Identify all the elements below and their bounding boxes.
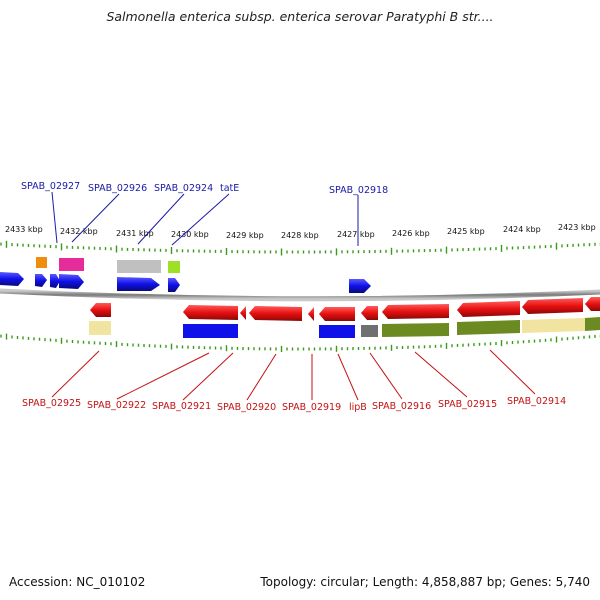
gene-label[interactable]: tatE	[220, 183, 239, 194]
leader-line	[182, 352, 234, 401]
leader-line	[369, 352, 403, 400]
gene-arrow[interactable]	[585, 297, 600, 311]
top-leader-lines	[51, 191, 359, 246]
leader-line	[116, 352, 210, 400]
scale-label: 2424 kbp	[503, 225, 541, 234]
gene-arrow[interactable]	[50, 274, 60, 288]
cog-box[interactable]	[522, 318, 585, 333]
cog-box[interactable]	[117, 260, 161, 273]
scale-label: 2432 kbp	[60, 227, 98, 236]
leader-line	[489, 349, 536, 395]
gene-label[interactable]: SPAB_02925	[22, 398, 81, 409]
gene-arrow[interactable]	[361, 306, 378, 320]
scale-label: 2428 kbp	[281, 231, 319, 240]
gene-label[interactable]: SPAB_02922	[87, 400, 146, 411]
plus-strand-genes	[0, 272, 371, 293]
scale-label: 2433 kbp	[5, 225, 43, 234]
cog-box[interactable]	[457, 320, 520, 335]
gene-label[interactable]: SPAB_02914	[507, 396, 566, 407]
scale-label: 2429 kbp	[226, 231, 264, 240]
scale-labels: 2433 kbp 2432 kbp 2431 kbp 2430 kbp 2429…	[5, 223, 596, 240]
genome-backbone	[0, 288, 600, 302]
gene-label[interactable]: SPAB_02919	[282, 402, 341, 413]
gene-label[interactable]: SPAB_02924	[154, 183, 213, 194]
scale-label: 2431 kbp	[116, 229, 154, 238]
gene-arrow[interactable]	[117, 277, 160, 291]
gene-arrow[interactable]	[349, 279, 371, 293]
leader-line	[337, 353, 359, 401]
gene-label[interactable]: SPAB_02927	[21, 181, 80, 192]
leader-line	[71, 193, 120, 243]
bottom-leader-lines	[51, 349, 536, 401]
gene-arrow[interactable]	[240, 306, 246, 320]
gene-arrow[interactable]	[90, 303, 111, 317]
leader-line	[414, 351, 468, 398]
cog-bottom-row	[89, 317, 600, 338]
leader-line	[171, 193, 230, 246]
cog-box[interactable]	[319, 325, 355, 338]
gene-label[interactable]: lipB	[349, 402, 367, 413]
cog-box[interactable]	[382, 323, 449, 337]
gene-label[interactable]: SPAB_02916	[372, 401, 431, 412]
scale-label: 2427 kbp	[337, 230, 375, 239]
gene-arrow[interactable]	[0, 272, 24, 286]
gene-label[interactable]: SPAB_02915	[438, 399, 497, 410]
scale-label: 2423 kbp	[558, 223, 596, 232]
cog-box[interactable]	[361, 325, 378, 337]
gene-arrow[interactable]	[522, 298, 583, 314]
gene-arrow[interactable]	[308, 307, 314, 321]
cog-box[interactable]	[183, 324, 238, 338]
gene-label[interactable]: SPAB_02920	[217, 402, 276, 413]
inner-tick-ring	[0, 333, 600, 352]
gene-arrow[interactable]	[35, 274, 47, 287]
cog-box[interactable]	[89, 321, 111, 335]
outer-tick-ring	[0, 240, 600, 256]
top-gene-labels: SPAB_02927 SPAB_02926 SPAB_02924 tatE SP…	[21, 181, 388, 196]
cog-box[interactable]	[585, 317, 600, 331]
gene-arrow[interactable]	[382, 304, 449, 319]
genome-title: Salmonella enterica subsp. enterica sero…	[106, 9, 494, 24]
cog-box[interactable]	[36, 257, 47, 268]
gene-arrow[interactable]	[457, 301, 520, 317]
leader-line	[137, 193, 185, 245]
gene-arrow[interactable]	[319, 307, 355, 321]
accession-text: Accession: NC_010102	[9, 575, 146, 589]
cog-box[interactable]	[168, 261, 180, 273]
topology-summary: Topology: circular; Length: 4,858,887 bp…	[260, 575, 590, 589]
gene-arrow[interactable]	[168, 278, 180, 292]
gene-arrow[interactable]	[59, 274, 84, 289]
gene-label[interactable]: SPAB_02921	[152, 401, 211, 412]
leader-line	[246, 353, 277, 401]
gene-arrow[interactable]	[183, 305, 238, 320]
leader-line	[51, 350, 100, 398]
cog-box[interactable]	[59, 258, 84, 271]
scale-label: 2426 kbp	[392, 229, 430, 238]
minus-strand-genes	[90, 297, 600, 321]
cog-top-row	[36, 257, 180, 273]
leader-line	[51, 191, 58, 244]
bottom-gene-labels: SPAB_02925 SPAB_02922 SPAB_02921 SPAB_02…	[22, 396, 566, 413]
scale-label: 2430 kbp	[171, 230, 209, 239]
gene-arrow[interactable]	[249, 306, 302, 321]
scale-label: 2425 kbp	[447, 227, 485, 236]
gene-label[interactable]: SPAB_02918	[329, 185, 388, 196]
gene-label[interactable]: SPAB_02926	[88, 183, 147, 194]
